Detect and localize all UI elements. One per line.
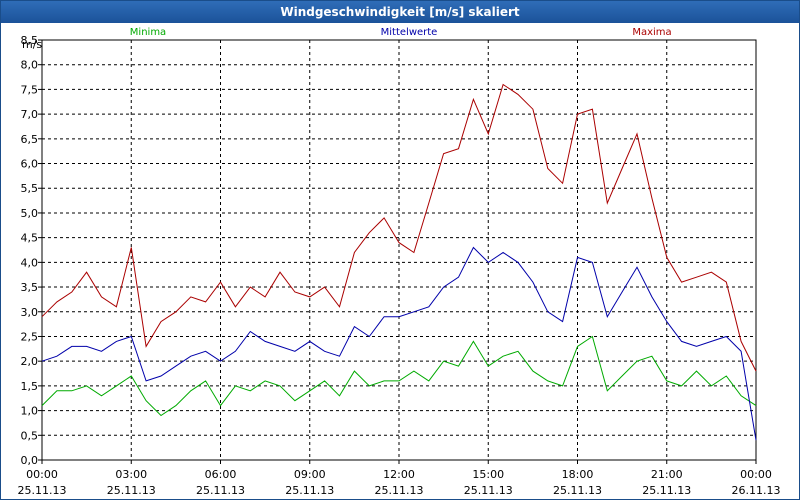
x-tick-time: 09:00	[294, 468, 326, 481]
x-tick-date: 25.11.13	[464, 484, 513, 497]
y-tick-label: 1,0	[21, 405, 39, 418]
y-tick-label: 3,5	[21, 281, 39, 294]
x-tick-date: 25.11.13	[196, 484, 245, 497]
y-tick-label: 1,5	[21, 380, 39, 393]
x-tick-date: 25.11.13	[375, 484, 424, 497]
x-tick-time: 15:00	[472, 468, 504, 481]
x-tick-time: 00:00	[740, 468, 772, 481]
y-tick-label: 5,0	[21, 207, 39, 220]
x-tick-date: 25.11.13	[107, 484, 156, 497]
x-tick-date: 26.11.13	[732, 484, 781, 497]
series-line-minima	[41, 335, 757, 417]
y-tick-label: 7,0	[21, 108, 39, 121]
axes: 0,0 0,5 1,0 1,5 2,0 2,5 3,0 3,5 4,0 4,5 5,0 5,5 6,0 6…	[18, 34, 781, 497]
y-tick-label: 2,5	[21, 330, 39, 343]
x-tick-time: 06:00	[205, 468, 237, 481]
y-tick-label: 4,5	[21, 232, 39, 245]
chart-title: Windgeschwindigkeit [m/s] skaliert	[1, 1, 799, 23]
x-tick-date: 25.11.13	[642, 484, 691, 497]
y-tick-label: 7,5	[21, 83, 39, 96]
legend-mittelwerte: Mittelwerte	[381, 27, 438, 38]
y-tick-label: 6,5	[21, 133, 39, 146]
x-tick-time: 18:00	[562, 468, 594, 481]
y-tick-label: 8,5	[21, 34, 39, 47]
y-tick-label: 5,5	[21, 182, 39, 195]
series-lines	[41, 83, 757, 441]
legend-minima: Minima	[130, 27, 166, 38]
x-tick-time: 12:00	[383, 468, 415, 481]
x-tick-date: 25.11.13	[18, 484, 67, 497]
grid	[42, 39, 756, 460]
y-tick-label: 0,5	[21, 429, 39, 442]
x-tick-date: 25.11.13	[553, 484, 602, 497]
y-tick-label: 0,0	[21, 454, 39, 467]
y-axis-label: m/s	[22, 38, 42, 51]
y-tick-label: 2,0	[21, 355, 39, 368]
legend-maxima: Maxima	[632, 27, 671, 38]
series-line-mittelwerte	[41, 246, 757, 441]
x-tick-date: 25.11.13	[285, 484, 334, 497]
x-tick-time: 21:00	[651, 468, 683, 481]
x-tick-time: 00:00	[26, 468, 58, 481]
x-tick-time: 03:00	[115, 468, 147, 481]
y-tick-label: 8,0	[21, 59, 39, 72]
y-tick-label: 3,0	[21, 306, 39, 319]
series-line-maxima	[41, 83, 757, 372]
y-tick-label: 4,0	[21, 256, 39, 269]
y-tick-label: 6,0	[21, 158, 39, 171]
